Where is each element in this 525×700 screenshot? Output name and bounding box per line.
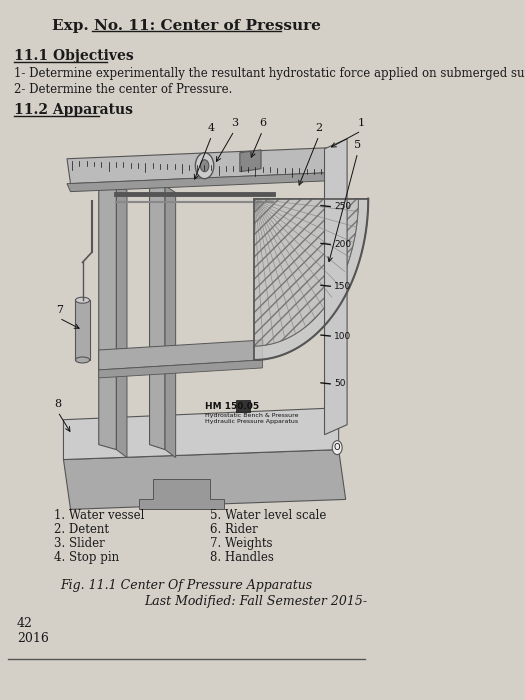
Text: 5: 5 bbox=[354, 140, 361, 150]
Polygon shape bbox=[67, 148, 331, 183]
Text: 5. Water level scale: 5. Water level scale bbox=[209, 510, 326, 522]
Polygon shape bbox=[117, 183, 127, 458]
Text: O: O bbox=[334, 443, 341, 452]
Text: Hydrostatic Bench & Pressure
Hydraulic Pressure Apparatus: Hydrostatic Bench & Pressure Hydraulic P… bbox=[205, 413, 298, 424]
Text: 4: 4 bbox=[208, 123, 215, 133]
Circle shape bbox=[332, 440, 342, 454]
Ellipse shape bbox=[76, 357, 90, 363]
Text: 1: 1 bbox=[358, 118, 365, 128]
Polygon shape bbox=[99, 340, 262, 370]
Text: 2. Detent: 2. Detent bbox=[54, 524, 109, 536]
Polygon shape bbox=[240, 150, 261, 171]
Bar bbox=[236, 400, 250, 412]
Text: 11.1 Objectives: 11.1 Objectives bbox=[14, 49, 134, 63]
Polygon shape bbox=[324, 139, 347, 435]
Text: 2: 2 bbox=[316, 123, 322, 133]
Polygon shape bbox=[99, 178, 117, 449]
Text: 2016: 2016 bbox=[17, 632, 49, 645]
Text: 3: 3 bbox=[230, 118, 238, 128]
Text: 6. Rider: 6. Rider bbox=[209, 524, 257, 536]
Text: 3. Slider: 3. Slider bbox=[54, 538, 105, 550]
Text: 11.2 Apparatus: 11.2 Apparatus bbox=[14, 103, 133, 117]
Text: 1- Determine experimentally the resultant hydrostatic force applied on submerged: 1- Determine experimentally the resultan… bbox=[14, 67, 525, 80]
Text: 200: 200 bbox=[334, 240, 352, 249]
Polygon shape bbox=[150, 181, 165, 449]
Text: 42: 42 bbox=[17, 617, 33, 630]
Polygon shape bbox=[254, 199, 368, 360]
Text: 250: 250 bbox=[334, 202, 352, 211]
Circle shape bbox=[201, 160, 209, 172]
Text: 7: 7 bbox=[56, 305, 63, 315]
Text: 100: 100 bbox=[334, 332, 352, 341]
Polygon shape bbox=[139, 480, 224, 510]
Text: Exp. No. 11: Center of Pressure: Exp. No. 11: Center of Pressure bbox=[52, 20, 321, 34]
Text: 7. Weights: 7. Weights bbox=[209, 538, 272, 550]
Text: 1. Water vessel: 1. Water vessel bbox=[54, 510, 145, 522]
Text: Last Modified: Fall Semester 2015-: Last Modified: Fall Semester 2015- bbox=[144, 595, 367, 608]
Circle shape bbox=[195, 153, 214, 178]
Text: Fig. 11.1 Center Of Pressure Apparatus: Fig. 11.1 Center Of Pressure Apparatus bbox=[60, 579, 312, 592]
Polygon shape bbox=[76, 300, 90, 360]
Ellipse shape bbox=[76, 298, 90, 303]
Polygon shape bbox=[254, 199, 359, 346]
Polygon shape bbox=[64, 449, 345, 510]
Text: 2- Determine the center of Pressure.: 2- Determine the center of Pressure. bbox=[14, 83, 233, 96]
Text: 6: 6 bbox=[259, 118, 266, 128]
Text: HM 150.05: HM 150.05 bbox=[205, 402, 259, 411]
Polygon shape bbox=[64, 408, 339, 460]
Text: 4. Stop pin: 4. Stop pin bbox=[54, 551, 119, 564]
Text: 150: 150 bbox=[334, 282, 352, 290]
Polygon shape bbox=[67, 173, 331, 192]
Text: 8. Handles: 8. Handles bbox=[209, 551, 274, 564]
Text: 50: 50 bbox=[334, 379, 346, 389]
Polygon shape bbox=[165, 186, 176, 458]
Polygon shape bbox=[99, 360, 262, 378]
Text: 8: 8 bbox=[54, 399, 61, 409]
